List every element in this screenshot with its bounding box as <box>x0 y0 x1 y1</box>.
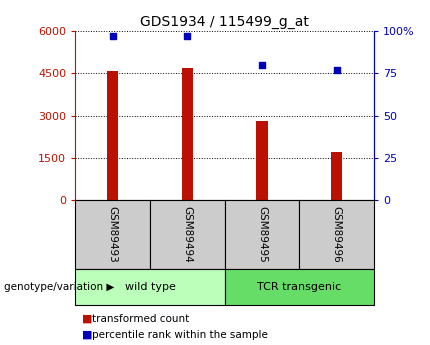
Bar <box>224 269 374 305</box>
Bar <box>75 200 150 269</box>
Text: TCR transgenic: TCR transgenic <box>257 282 341 292</box>
Text: GSM89495: GSM89495 <box>257 206 267 263</box>
Title: GDS1934 / 115499_g_at: GDS1934 / 115499_g_at <box>140 14 309 29</box>
Text: transformed count: transformed count <box>92 314 190 324</box>
Text: genotype/variation ▶: genotype/variation ▶ <box>4 282 115 292</box>
Text: GSM89494: GSM89494 <box>182 206 192 263</box>
Bar <box>107 71 118 200</box>
Text: percentile rank within the sample: percentile rank within the sample <box>92 330 268 339</box>
Bar <box>224 200 299 269</box>
Bar <box>331 152 342 200</box>
Point <box>258 62 265 68</box>
Text: GSM89496: GSM89496 <box>332 206 342 263</box>
Bar <box>256 121 267 200</box>
Point <box>333 67 340 73</box>
Bar <box>182 68 193 200</box>
Point <box>109 33 116 39</box>
Text: wild type: wild type <box>125 282 175 292</box>
Bar <box>299 200 374 269</box>
Point <box>184 33 191 39</box>
Text: ■: ■ <box>82 330 92 339</box>
Text: GSM89493: GSM89493 <box>108 206 118 263</box>
Text: ■: ■ <box>82 314 92 324</box>
Bar <box>75 269 224 305</box>
Bar <box>150 200 224 269</box>
